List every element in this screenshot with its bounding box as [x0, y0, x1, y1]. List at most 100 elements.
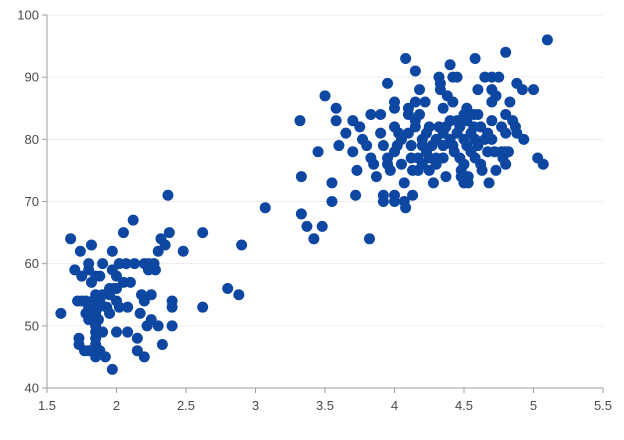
data-point[interactable]: [312, 146, 324, 158]
data-point[interactable]: [166, 320, 178, 332]
data-point[interactable]: [462, 177, 474, 189]
data-point[interactable]: [127, 214, 139, 226]
data-point[interactable]: [65, 233, 77, 245]
data-point[interactable]: [124, 276, 136, 288]
data-point[interactable]: [398, 177, 410, 189]
data-point[interactable]: [156, 338, 168, 350]
data-point[interactable]: [451, 71, 463, 83]
data-point[interactable]: [330, 102, 342, 114]
data-point[interactable]: [377, 140, 389, 152]
data-point[interactable]: [197, 227, 209, 239]
data-point[interactable]: [134, 307, 146, 319]
data-point[interactable]: [444, 59, 456, 71]
data-point[interactable]: [384, 164, 396, 176]
data-point[interactable]: [377, 196, 389, 207]
data-point[interactable]: [97, 258, 109, 270]
data-point[interactable]: [152, 320, 164, 332]
data-point[interactable]: [361, 140, 373, 152]
data-point[interactable]: [447, 96, 459, 108]
data-point[interactable]: [163, 227, 175, 239]
data-point[interactable]: [490, 90, 502, 102]
data-point[interactable]: [301, 220, 313, 232]
data-point[interactable]: [166, 301, 178, 313]
data-point[interactable]: [476, 164, 488, 176]
data-point[interactable]: [409, 65, 421, 77]
data-point[interactable]: [483, 177, 495, 189]
data-point[interactable]: [197, 301, 209, 313]
data-point[interactable]: [370, 171, 382, 183]
data-point[interactable]: [502, 146, 514, 158]
data-point[interactable]: [122, 301, 134, 313]
data-point[interactable]: [541, 34, 553, 46]
data-point[interactable]: [236, 239, 248, 251]
data-point[interactable]: [528, 84, 539, 96]
data-point[interactable]: [330, 115, 342, 127]
data-point[interactable]: [368, 158, 380, 170]
data-point[interactable]: [500, 158, 512, 170]
data-point[interactable]: [55, 307, 67, 319]
data-point[interactable]: [458, 158, 470, 170]
data-point[interactable]: [350, 189, 362, 201]
data-point[interactable]: [414, 108, 426, 120]
data-point[interactable]: [104, 307, 116, 319]
data-point[interactable]: [537, 158, 549, 170]
data-point[interactable]: [414, 84, 426, 96]
data-point[interactable]: [490, 164, 502, 176]
data-point[interactable]: [382, 77, 394, 89]
data-point[interactable]: [308, 233, 320, 245]
data-point[interactable]: [85, 239, 97, 251]
data-point[interactable]: [493, 71, 505, 83]
data-point[interactable]: [149, 264, 161, 276]
data-point[interactable]: [295, 208, 307, 220]
data-point[interactable]: [326, 196, 338, 207]
data-point[interactable]: [159, 239, 171, 251]
data-point[interactable]: [120, 258, 132, 270]
data-point[interactable]: [294, 115, 306, 127]
data-point[interactable]: [504, 96, 516, 108]
data-point[interactable]: [407, 189, 419, 201]
data-point[interactable]: [469, 53, 481, 65]
data-point[interactable]: [333, 140, 345, 152]
data-point[interactable]: [177, 245, 189, 257]
data-point[interactable]: [145, 289, 157, 301]
data-point[interactable]: [351, 164, 363, 176]
data-point[interactable]: [113, 301, 125, 313]
data-point[interactable]: [92, 314, 104, 326]
data-point[interactable]: [162, 189, 174, 201]
data-point[interactable]: [500, 127, 512, 139]
data-point[interactable]: [131, 332, 143, 344]
data-point[interactable]: [389, 196, 400, 207]
data-point[interactable]: [409, 96, 421, 108]
data-point[interactable]: [518, 133, 530, 145]
data-point[interactable]: [419, 96, 431, 108]
data-point[interactable]: [389, 102, 400, 114]
data-point[interactable]: [295, 171, 307, 183]
data-point[interactable]: [375, 108, 387, 120]
data-point[interactable]: [319, 90, 331, 102]
data-point[interactable]: [427, 177, 439, 189]
data-point[interactable]: [316, 220, 328, 232]
data-point[interactable]: [437, 152, 449, 164]
data-point[interactable]: [472, 108, 484, 120]
data-point[interactable]: [363, 233, 375, 245]
data-point[interactable]: [486, 115, 498, 127]
data-point[interactable]: [400, 53, 412, 65]
data-point[interactable]: [222, 283, 234, 295]
data-point[interactable]: [106, 245, 118, 257]
data-point[interactable]: [395, 158, 407, 170]
data-point[interactable]: [122, 326, 134, 338]
data-point[interactable]: [500, 46, 512, 58]
data-point[interactable]: [97, 326, 109, 338]
data-point[interactable]: [129, 258, 141, 270]
data-point[interactable]: [233, 289, 245, 301]
data-point[interactable]: [437, 102, 449, 114]
data-point[interactable]: [111, 326, 122, 338]
data-point[interactable]: [354, 121, 366, 133]
data-point[interactable]: [138, 351, 150, 363]
data-point[interactable]: [99, 351, 111, 363]
data-point[interactable]: [409, 121, 421, 133]
data-point[interactable]: [423, 121, 435, 133]
data-point[interactable]: [405, 140, 417, 152]
data-point[interactable]: [365, 108, 377, 120]
data-point[interactable]: [400, 202, 412, 214]
